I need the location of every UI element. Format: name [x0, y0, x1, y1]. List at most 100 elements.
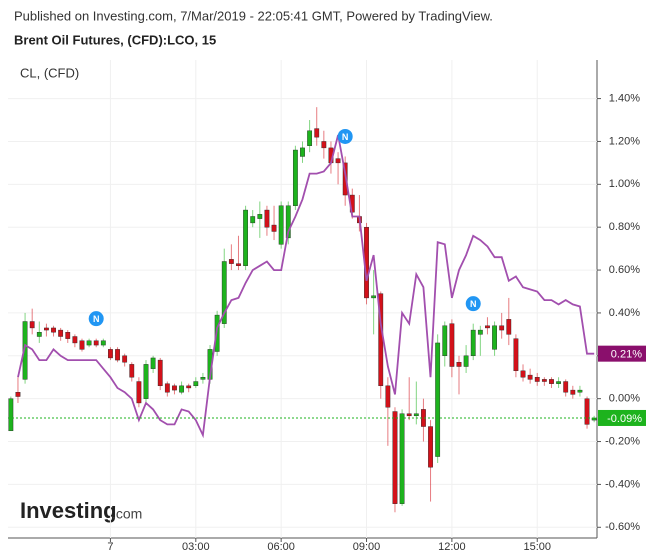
candle-body	[499, 325, 505, 331]
candle-body	[129, 364, 135, 378]
candle-body	[79, 340, 85, 350]
y-tick-label: -0.60%	[605, 521, 640, 533]
candle-body	[150, 357, 156, 369]
candle-body	[463, 355, 469, 367]
candle-body	[44, 327, 49, 331]
candle-body	[8, 398, 14, 432]
candle-body	[193, 381, 199, 387]
candle-body	[86, 340, 92, 346]
candle-body	[570, 389, 576, 395]
candle-body	[285, 205, 291, 239]
news-marker-label: N	[470, 299, 477, 309]
published-note: Published on Investing.com, 7/Mar/2019 -…	[14, 8, 493, 23]
candle-body	[93, 340, 99, 346]
logo-suffix: .com	[112, 506, 142, 522]
candle-body	[470, 329, 476, 357]
candle-body	[513, 338, 519, 372]
candle-body	[264, 209, 270, 228]
candle-body	[179, 385, 184, 393]
candle-body	[65, 332, 71, 339]
candle-body	[314, 128, 320, 138]
candle-body	[413, 413, 419, 417]
candle-body	[442, 325, 448, 357]
candle-body	[335, 158, 341, 164]
candle-body	[449, 323, 455, 367]
line-last-badge	[598, 345, 646, 362]
candle-body	[428, 426, 433, 468]
candle-body	[143, 364, 149, 399]
candle-body	[108, 349, 113, 359]
logo: Investing	[20, 498, 117, 523]
candle-body	[399, 413, 405, 504]
x-tick-label: 7	[107, 541, 113, 553]
candle-body	[278, 205, 284, 245]
y-tick-label: 0.60%	[609, 264, 640, 276]
candle-body	[300, 147, 305, 157]
candle-body	[136, 381, 142, 404]
candle-body	[15, 392, 21, 397]
candle-body	[520, 370, 526, 378]
candle-body	[22, 321, 28, 380]
x-tick-label: 09:00	[353, 541, 381, 553]
line-last-label: 0.21%	[611, 349, 642, 361]
candle-body	[250, 216, 256, 224]
candle-body	[477, 329, 483, 335]
candle-body	[534, 377, 540, 382]
candle-body	[577, 389, 583, 393]
comparison-line	[17, 134, 595, 439]
candle-body	[236, 263, 241, 266]
candle-body	[172, 385, 177, 391]
candle-body	[591, 417, 597, 421]
candle-body	[58, 329, 64, 337]
candle-body	[307, 130, 313, 146]
candle-body	[122, 355, 128, 363]
x-tick-label: 15:00	[523, 541, 551, 553]
last-price-label: -0.09%	[607, 413, 642, 425]
candle-body	[556, 381, 561, 384]
candle-body	[435, 342, 441, 457]
candle-body	[406, 413, 412, 417]
grid	[8, 60, 597, 538]
candle-body	[72, 336, 78, 344]
candle-body	[115, 349, 120, 361]
x-tick-label: 06:00	[267, 541, 295, 553]
y-tick-label: 0.00%	[609, 393, 640, 405]
y-tick-label: 1.20%	[609, 135, 640, 147]
y-tick-label: 1.40%	[609, 92, 640, 104]
y-tick-label: 0.80%	[609, 221, 640, 233]
news-marker-label: N	[342, 132, 349, 142]
candle-body	[157, 359, 163, 387]
candle-body	[385, 385, 391, 408]
candle-body	[506, 319, 512, 335]
x-tick-label: 12:00	[438, 541, 466, 553]
candle-body	[100, 340, 106, 346]
candle-body	[228, 259, 234, 264]
y-tick-label: 1.00%	[609, 178, 640, 190]
y-tick-label: -0.20%	[605, 435, 640, 447]
candle-body	[257, 214, 263, 219]
candle-body	[492, 325, 497, 350]
candle-body	[541, 379, 547, 382]
candle-body	[549, 379, 554, 384]
last-price-badge	[598, 409, 646, 426]
candle-body	[292, 149, 298, 206]
candle-body	[527, 374, 533, 380]
candle-body	[29, 321, 35, 329]
x-tick-label: 03:00	[182, 541, 210, 553]
candle-body	[186, 385, 192, 389]
y-tick-label: -0.40%	[605, 478, 640, 490]
candle-body	[36, 332, 42, 337]
candle-body	[271, 224, 277, 232]
candle-body	[243, 209, 248, 266]
candle-body	[321, 141, 327, 149]
news-marker	[88, 311, 104, 327]
candle-body	[371, 295, 377, 299]
candle-body	[221, 261, 227, 324]
legend-entry: CL, (CFD)	[20, 65, 79, 80]
candle-body	[200, 377, 206, 380]
y-tick-label: 0.40%	[609, 307, 640, 319]
news-marker	[465, 296, 481, 312]
news-marker	[337, 128, 353, 144]
chart-title: Brent Oil Futures, (CFD):LCO, 15	[14, 32, 216, 47]
